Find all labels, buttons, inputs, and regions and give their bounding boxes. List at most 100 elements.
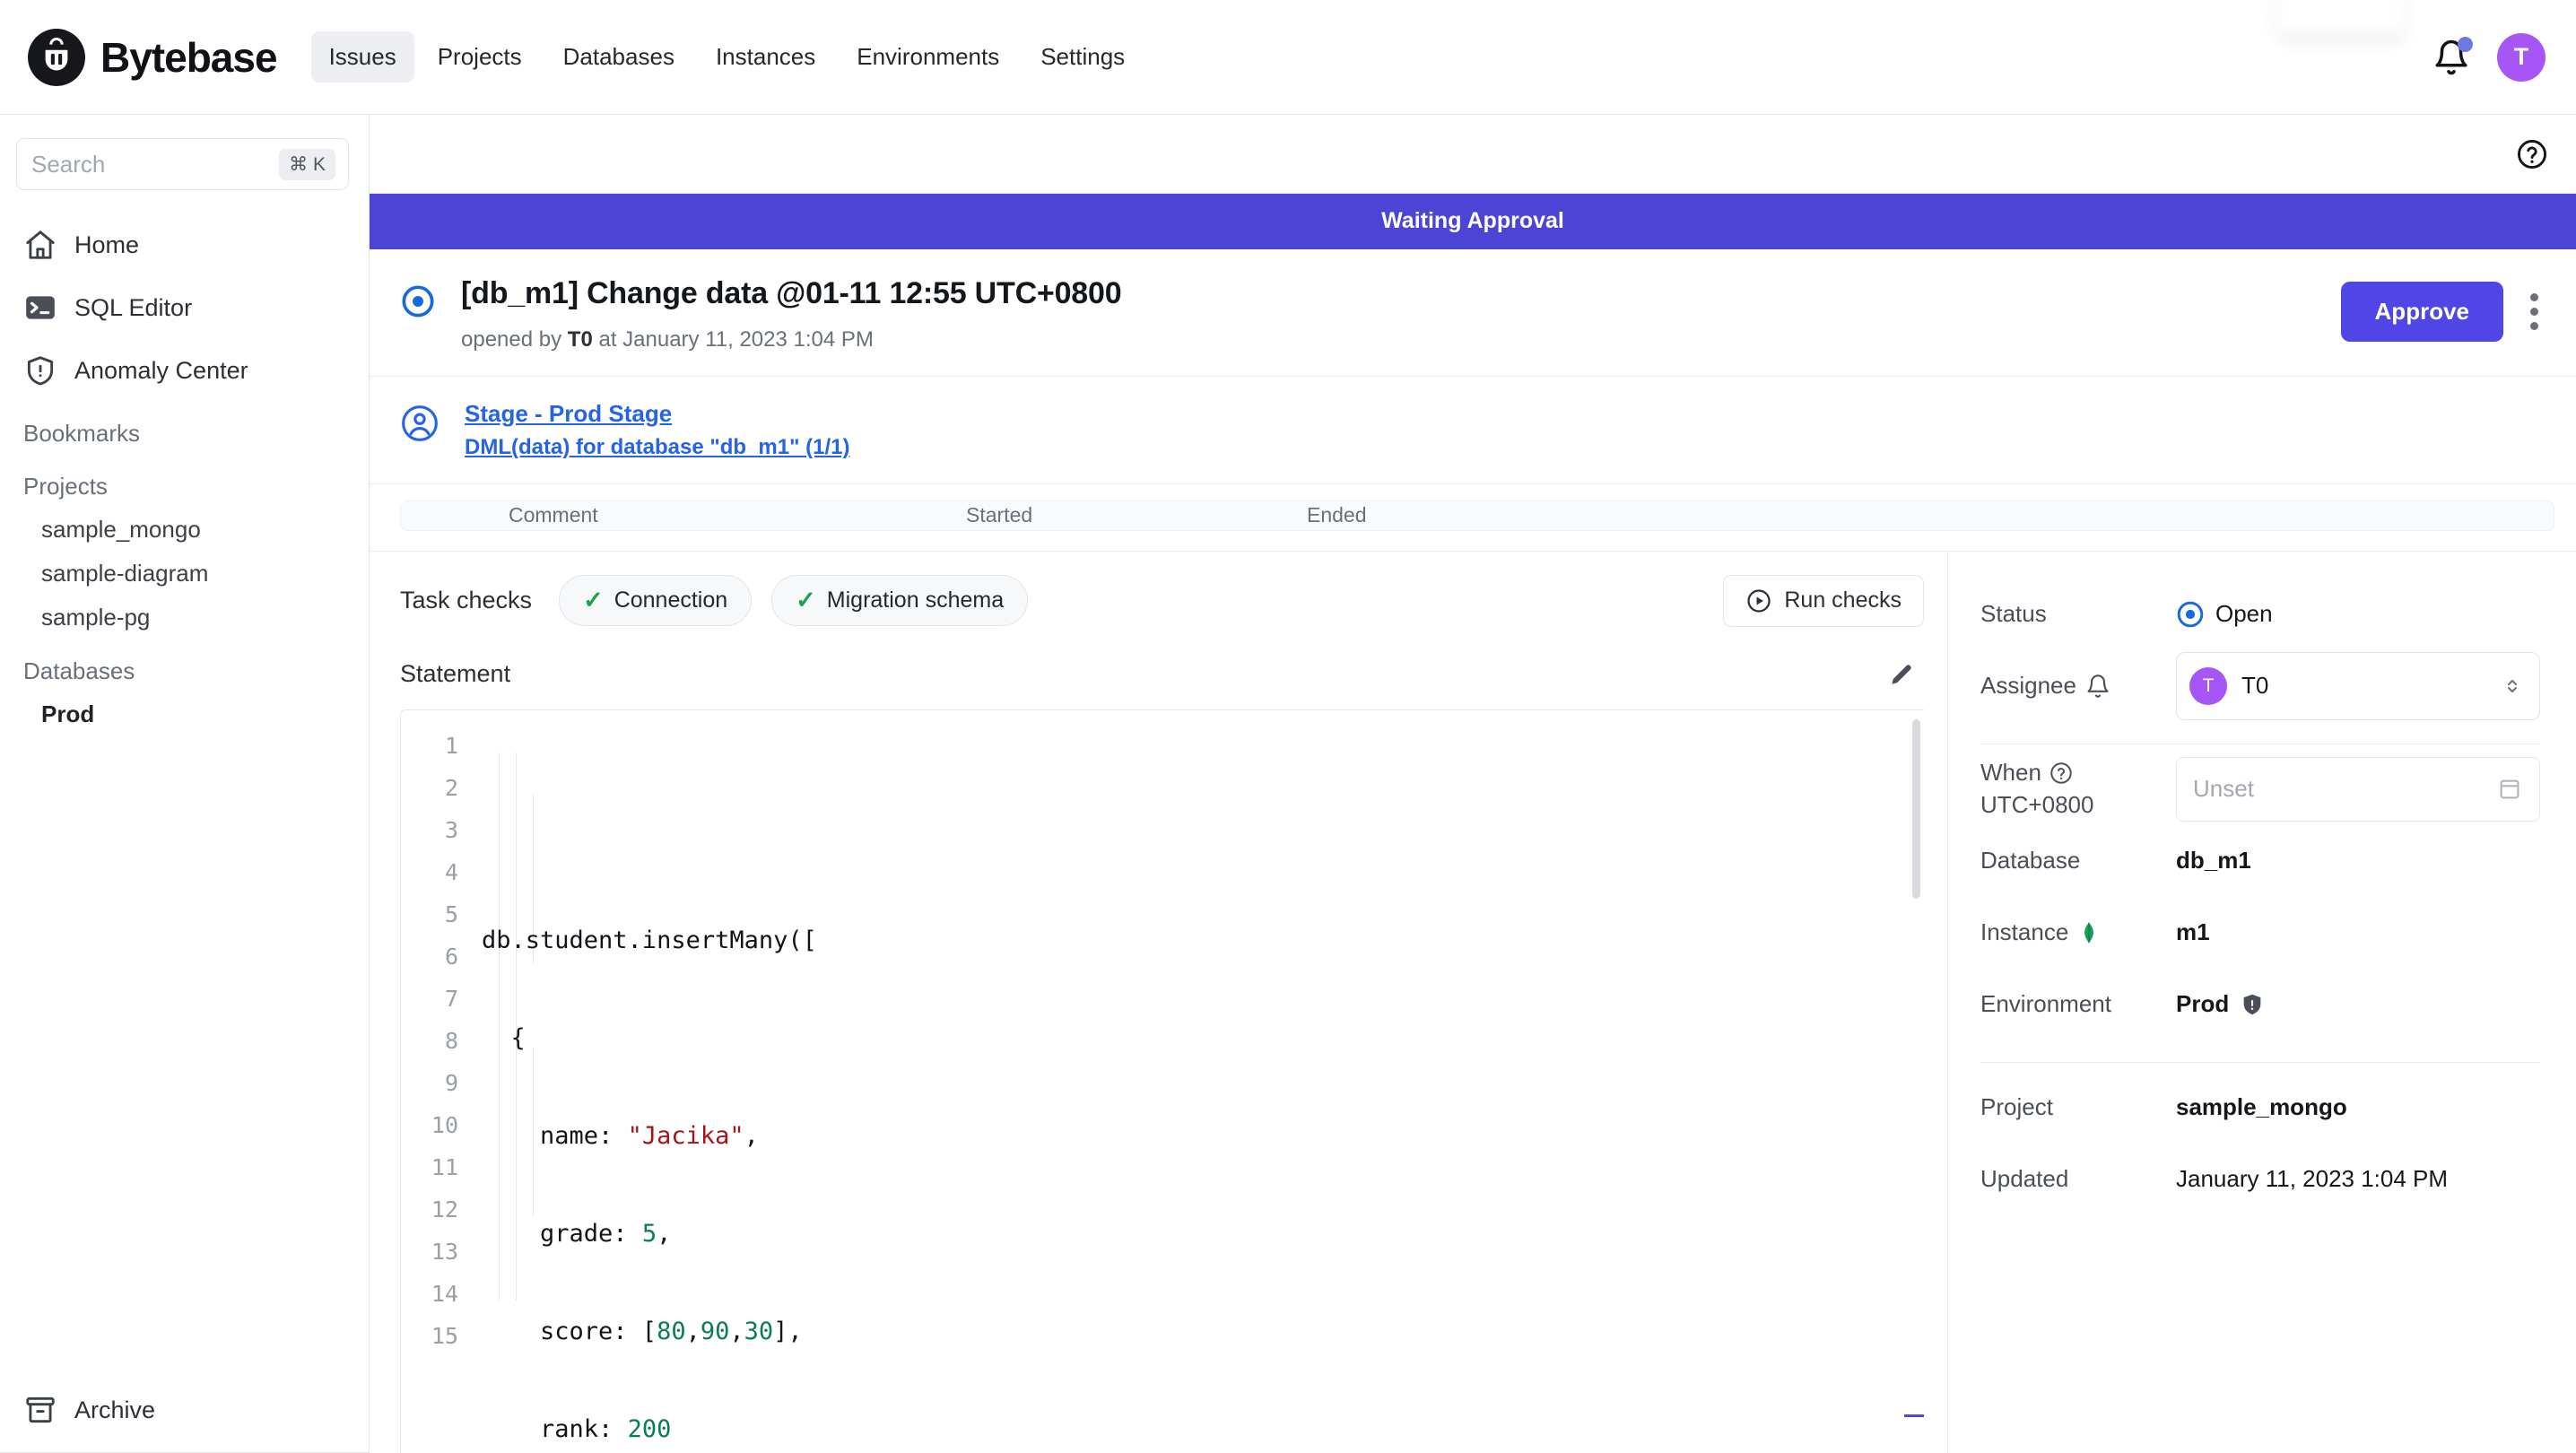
detail-value-project[interactable]: sample_mongo (2176, 1093, 2347, 1121)
sidebar-item-home[interactable]: Home (0, 213, 369, 276)
approve-button[interactable]: Approve (2340, 282, 2503, 342)
detail-value-instance[interactable]: m1 (2176, 918, 2210, 946)
sidebar-item-anomaly-center[interactable]: Anomaly Center (0, 339, 369, 402)
more-options-icon[interactable] (2523, 286, 2546, 337)
nav-item-environments[interactable]: Environments (857, 43, 1000, 70)
when-placeholder: Unset (2193, 775, 2254, 803)
code-line: db.student.insertMany([ (482, 926, 817, 954)
detail-row-database: Database db_m1 (1980, 825, 2540, 897)
code-token-number: 200 (627, 1414, 672, 1443)
detail-label-project: Project (1980, 1093, 2053, 1121)
nav-item-issues[interactable]: Issues (310, 31, 414, 83)
detail-value-database[interactable]: db_m1 (2176, 847, 2251, 874)
indent-guide (533, 1047, 534, 1216)
sidebar-item-sample-pg[interactable]: sample-pg (41, 604, 151, 631)
code-line: { (482, 1023, 526, 1052)
mongodb-leaf-icon (2084, 922, 2094, 943)
status-open-icon (2177, 601, 2204, 627)
shield-alert-icon (2243, 994, 2261, 1014)
check-chip-migration-schema[interactable]: ✓ Migration schema (771, 575, 1029, 627)
editor-code-area[interactable]: db.student.insertMany([ { name: "Jacika"… (471, 710, 1924, 1453)
brand-name: Bytebase (100, 33, 278, 81)
stage-link[interactable]: Stage - Prod Stage (465, 400, 673, 427)
brand-logo-area[interactable]: Bytebase (27, 28, 278, 87)
sidebar-item-sample-diagram[interactable]: sample-diagram (41, 560, 209, 587)
nav-item-settings[interactable]: Settings (1040, 43, 1126, 70)
sql-statement-editor[interactable]: 1 2 3 4 5 6 7 8 9 10 11 12 13 (400, 709, 1924, 1453)
run-checks-label: Run checks (1784, 587, 1902, 613)
detail-divider (1980, 1061, 2540, 1063)
search-placeholder: Search (31, 150, 106, 178)
line-number: 12 (431, 1196, 458, 1222)
code-line: rank: 200 (482, 1414, 672, 1443)
assignee-select[interactable]: T T0 (2176, 651, 2540, 720)
table-column-ended: Ended (1307, 503, 1367, 527)
detail-label-assignee-text: Assignee (1980, 672, 2076, 700)
line-number: 14 (431, 1280, 458, 1307)
code-line: grade: 5, (482, 1219, 672, 1248)
help-circle-icon[interactable] (2515, 137, 2549, 171)
detail-value-environment[interactable]: Prod (2176, 990, 2265, 1019)
sidebar-item-sample-mongo[interactable]: sample_mongo (41, 516, 201, 543)
line-number: 2 (444, 774, 458, 801)
run-checks-button[interactable]: Run checks (1723, 574, 1924, 627)
task-link[interactable]: DML(data) for database "db_m1" (1/1) (465, 435, 850, 459)
search-input[interactable]: Search ⌘ K (16, 138, 349, 190)
app-body: Search ⌘ K Home SQL Editor (0, 115, 2576, 1453)
status-banner: Waiting Approval (370, 194, 2576, 249)
help-circle-icon[interactable] (2049, 761, 2074, 786)
status-badge: Open (2215, 600, 2273, 628)
detail-label-database: Database (1980, 847, 2081, 874)
indent-guide (516, 752, 517, 1301)
check-chip-connection[interactable]: ✓ Connection (559, 575, 753, 627)
stage-links: Stage - Prod Stage DML(data) for databas… (465, 400, 850, 460)
detail-label-status: Status (1980, 600, 2047, 628)
sidebar-item-prod[interactable]: Prod (41, 700, 95, 727)
detail-value-updated: January 11, 2023 1:04 PM (2176, 1165, 2449, 1193)
stage-user-icon (402, 405, 438, 441)
terminal-icon (26, 296, 55, 319)
check-chip-migration-schema-label: Migration schema (826, 587, 1005, 613)
statement-panel: Task checks ✓ Connection ✓ Migration sch… (370, 550, 1948, 1453)
sidebar-section-databases: Databases (23, 657, 135, 684)
sidebar-item-sql-editor-label: SQL Editor (74, 293, 193, 321)
code-token-number: 80 (657, 1317, 686, 1345)
detail-label-instance: Instance (1980, 918, 2176, 946)
code-token-string: "Jacika" (627, 1121, 744, 1150)
archive-icon (26, 1396, 55, 1423)
detail-value-environment-text: Prod (2176, 990, 2230, 1018)
chevron-updown-icon (2508, 679, 2517, 692)
detail-label-updated: Updated (1980, 1165, 2069, 1193)
editor-line-numbers: 1 2 3 4 5 6 7 8 9 10 11 12 13 (401, 710, 471, 1453)
statement-title-row: Statement (400, 659, 1924, 690)
nav-item-instances[interactable]: Instances (715, 43, 816, 70)
home-icon (26, 231, 55, 259)
line-number: 1 (444, 732, 458, 759)
sidebar-spacer (0, 736, 369, 1373)
detail-row-when: When UTC+0800 Unset (1980, 753, 2540, 825)
sidebar-item-home-label: Home (74, 231, 140, 258)
code-line: score: [80,90,30], (482, 1317, 803, 1345)
notifications-button[interactable] (2432, 36, 2473, 76)
detail-value-status: Open (2176, 600, 2273, 629)
statement-title: Statement (400, 660, 511, 688)
edit-pencil-icon[interactable] (1886, 659, 1917, 690)
editor-scrollbar[interactable] (1912, 718, 1920, 899)
user-avatar[interactable]: T (2497, 32, 2546, 82)
table-column-started: Started (966, 503, 1033, 527)
line-number: 13 (431, 1238, 458, 1265)
editor-edge-marker (1904, 1414, 1924, 1417)
search-shortcut-badge: ⌘ K (279, 148, 335, 180)
nav-item-databases[interactable]: Databases (562, 43, 674, 70)
play-circle-icon (1747, 588, 1771, 613)
indent-guide (533, 794, 534, 963)
line-number: 11 (431, 1153, 458, 1180)
line-number: 7 (444, 985, 458, 1012)
sidebar-item-archive[interactable]: Archive (0, 1373, 369, 1453)
sidebar-item-sql-editor[interactable]: SQL Editor (0, 276, 369, 339)
when-datetime-input[interactable]: Unset (2176, 756, 2540, 822)
check-passed-icon: ✓ (583, 587, 604, 614)
line-number: 15 (431, 1322, 458, 1349)
nav-item-projects[interactable]: Projects (437, 43, 522, 70)
